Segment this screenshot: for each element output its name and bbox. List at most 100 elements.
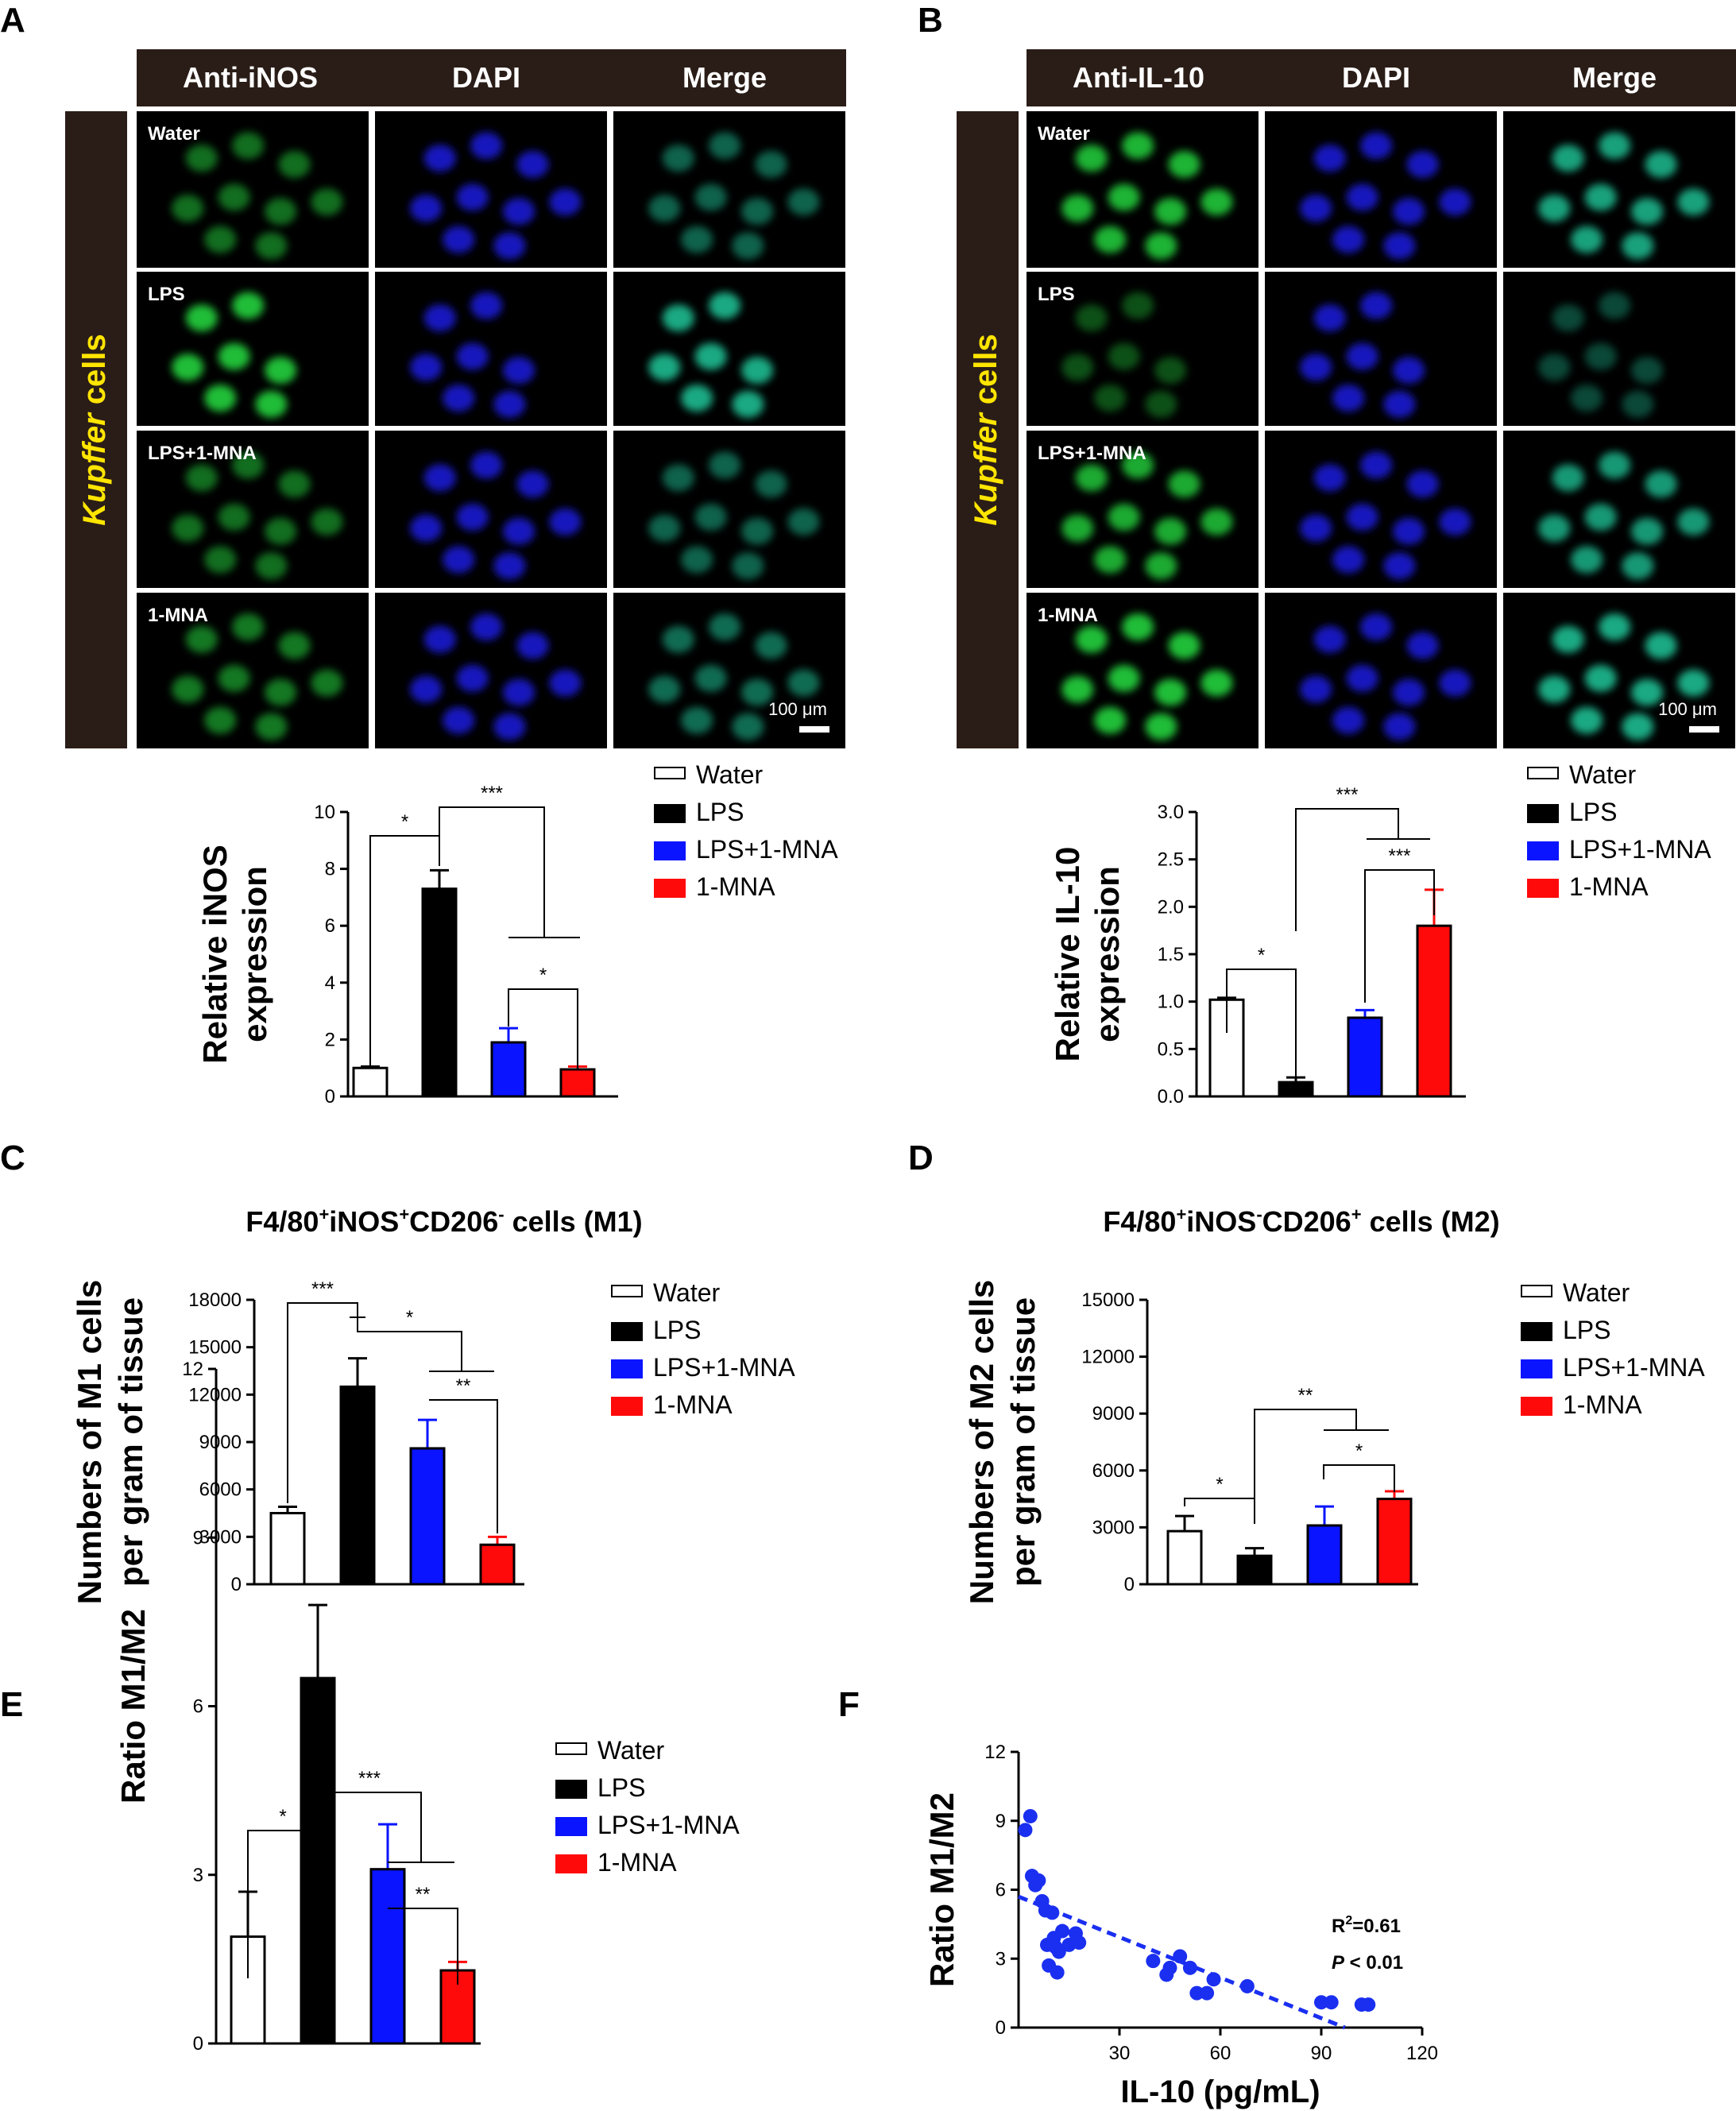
- header-anti-inos: Anti-iNOS: [183, 61, 318, 94]
- row-label: Water: [148, 123, 200, 145]
- cell-nucleus: [1122, 132, 1154, 160]
- legend-swatch: [611, 1359, 643, 1378]
- y-tick-label: 0: [193, 2033, 203, 2055]
- y-tick-label: 6: [996, 1880, 1006, 1901]
- cell-nucleus: [709, 451, 741, 479]
- significance-bracket: [1254, 1409, 1357, 1524]
- legend-label: LPS: [1563, 1316, 1610, 1344]
- r-squared-r: R: [1332, 1916, 1345, 1937]
- side-label-a: Kupffer cells: [77, 334, 112, 526]
- chart-d: 0 3000 6000 9000 12000 15000 Numbers of M2 cel…: [963, 1280, 1418, 1604]
- y-axis-label: Ratio M1/M2: [114, 1609, 152, 1804]
- cell-nucleus: [1571, 385, 1603, 412]
- cell-nucleus: [1383, 232, 1416, 260]
- y-tick-label: 3000: [199, 1526, 242, 1548]
- cell-nucleus: [503, 357, 535, 385]
- chart-f: 0 3 6 9 12 30 60 90 120 IL-10 (pg/mL) Ratio M1/M2 R…: [923, 1742, 1438, 2109]
- cell-nucleus: [185, 304, 218, 332]
- cell-nucleus: [265, 198, 297, 226]
- cell-nucleus: [1300, 354, 1332, 381]
- cell-nucleus: [1313, 625, 1346, 653]
- y-axis-label: Ratio M1/M2: [923, 1792, 961, 1987]
- cell-nucleus: [218, 184, 250, 211]
- cell-nucleus: [662, 464, 694, 492]
- cell-nucleus: [503, 679, 535, 706]
- header-anti-il10: Anti-IL-10: [1073, 61, 1204, 94]
- cell-nucleus: [1061, 675, 1094, 703]
- cell-nucleus: [1332, 385, 1365, 412]
- cell-nucleus: [755, 150, 787, 178]
- cell-nucleus: [549, 669, 582, 697]
- chart-c: 0300060009000120001500018000Numbers of M…: [71, 1278, 524, 1604]
- bar-mark: [479, 1543, 516, 1586]
- cell-nucleus: [1346, 664, 1378, 692]
- y-tick-label: 3000: [1092, 1517, 1135, 1538]
- legend-swatch: [555, 1854, 587, 1873]
- y-tick-label: 6000: [199, 1479, 242, 1501]
- y-tick-label: 12: [182, 1359, 203, 1380]
- y-tick-label: 12: [984, 1742, 1006, 1763]
- legend-swatch: [654, 841, 686, 860]
- legend-label: LPS: [1569, 798, 1617, 826]
- legend-label: LPS+1-MNA: [1563, 1353, 1705, 1382]
- y-axis-label: per gram of tissue: [112, 1297, 149, 1587]
- cell-nucleus: [493, 232, 526, 260]
- cell-nucleus: [493, 390, 526, 418]
- cell-nucleus: [423, 145, 456, 172]
- significance-label: *: [1216, 1474, 1223, 1495]
- cell-nucleus: [265, 357, 297, 385]
- p-value-p: P: [1332, 1952, 1345, 1974]
- cell-nucleus: [1075, 464, 1108, 492]
- bar-mark: [339, 1385, 376, 1586]
- scatter-point: [1050, 1965, 1065, 1980]
- scatter-point: [1018, 1823, 1033, 1838]
- cell-nucleus: [1631, 357, 1664, 385]
- bar-mark: [1416, 924, 1452, 1098]
- cell-nucleus: [255, 232, 288, 260]
- cell-nucleus: [1584, 664, 1617, 692]
- header-dapi-b: DAPI: [1342, 61, 1410, 94]
- cell-nucleus: [1332, 706, 1365, 734]
- cell-nucleus: [1108, 342, 1140, 370]
- significance-label: *: [401, 811, 408, 833]
- legend-swatch: [555, 1742, 587, 1755]
- significance-label: *: [539, 965, 547, 986]
- r-squared-sup: 2: [1345, 1914, 1352, 1927]
- header-bar-a: [137, 49, 846, 106]
- cell-nucleus: [493, 713, 526, 740]
- cell-nucleus: [1300, 195, 1332, 222]
- cell-nucleus: [1439, 188, 1471, 216]
- scatter-point: [1314, 1995, 1328, 2010]
- significance-bracket: [1184, 1498, 1255, 1522]
- cell-nucleus: [204, 226, 237, 253]
- row-label: LPS+1-MNA: [148, 443, 257, 464]
- cell-nucleus: [1061, 195, 1094, 222]
- cell-nucleus: [311, 188, 343, 216]
- scatter-point: [1031, 1873, 1046, 1888]
- cell-nucleus: [1332, 546, 1365, 574]
- bar-mark: [1278, 1081, 1314, 1098]
- cell-nucleus: [1094, 546, 1127, 574]
- cell-nucleus: [741, 357, 774, 385]
- cell-nucleus: [1538, 675, 1571, 703]
- y-tick-label: 3: [193, 1865, 203, 1886]
- scatter-point: [1045, 1905, 1060, 1920]
- legend-label: LPS+1-MNA: [597, 1811, 740, 1839]
- cell-nucleus: [1599, 451, 1631, 479]
- x-tick-label: 90: [1311, 2043, 1332, 2064]
- legend-label: 1-MNA: [1569, 872, 1649, 901]
- cell-nucleus: [1383, 390, 1416, 418]
- row-label: LPS+1-MNA: [1038, 443, 1146, 464]
- cell-nucleus: [1571, 546, 1603, 574]
- scatter-point: [1162, 1960, 1177, 1975]
- cell-nucleus: [1346, 503, 1378, 531]
- row-label: LPS: [148, 284, 185, 305]
- cell-nucleus: [755, 470, 787, 498]
- cell-nucleus: [1145, 390, 1177, 418]
- cell-nucleus: [470, 613, 503, 641]
- cell-nucleus: [1061, 514, 1094, 542]
- y-axis-label: expression: [1088, 866, 1126, 1042]
- cell-nucleus: [1599, 132, 1631, 160]
- significance-bracket: [388, 1908, 458, 1985]
- cell-nucleus: [787, 508, 820, 535]
